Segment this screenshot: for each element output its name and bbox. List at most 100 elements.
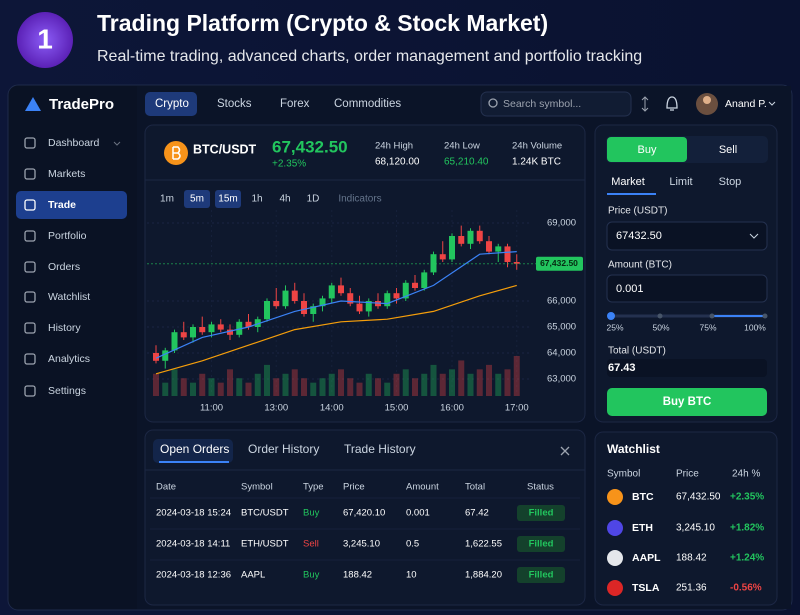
brand-logo xyxy=(25,97,41,111)
volume-bar xyxy=(171,369,178,396)
candle-body xyxy=(384,293,391,307)
search-box[interactable] xyxy=(480,91,632,117)
volume-bar xyxy=(328,373,335,396)
candle-body xyxy=(273,301,280,307)
market-tab[interactable]: Stocks xyxy=(217,98,252,110)
stat-value: 65,210.40 xyxy=(444,157,489,168)
nav-item[interactable]: Dashboard xyxy=(48,137,100,149)
stat-value: 68,120.00 xyxy=(375,157,420,168)
column-header: Total xyxy=(465,482,485,493)
slider-stop xyxy=(709,313,715,319)
timeframe[interactable]: 1D xyxy=(307,194,320,205)
watch-price: 3,245.10 xyxy=(676,523,715,534)
order-cell: 2024-03-18 12:36 xyxy=(156,570,231,581)
bell-icon[interactable] xyxy=(666,96,678,111)
amount-input[interactable] xyxy=(606,274,768,303)
nav-item[interactable]: Markets xyxy=(48,168,85,180)
watch-symbol[interactable]: BTC xyxy=(632,491,654,503)
order-cell: Filled xyxy=(529,570,554,581)
stat-label: 24h Low xyxy=(444,141,480,152)
price-input[interactable] xyxy=(606,221,768,251)
order-type[interactable]: Market xyxy=(611,176,645,188)
market-tab[interactable]: Forex xyxy=(280,98,310,110)
volume-bar xyxy=(301,378,307,396)
timeframe[interactable]: 1m xyxy=(160,194,174,205)
side-sell[interactable]: Sell xyxy=(719,144,737,156)
price-value: 67432.50 xyxy=(616,230,662,242)
slider-step[interactable]: 25% xyxy=(606,322,623,332)
side-buy[interactable]: Buy xyxy=(638,144,657,156)
x-tick-label: 11:00 xyxy=(200,403,223,414)
candle-body xyxy=(171,332,178,351)
column-header: Symbol xyxy=(241,482,273,493)
user-caret[interactable] xyxy=(768,101,776,106)
nav-item[interactable]: Orders xyxy=(48,261,80,273)
market-tab[interactable]: Crypto xyxy=(155,98,189,110)
nav-caret xyxy=(113,141,121,146)
watch-symbol[interactable]: TSLA xyxy=(632,582,660,594)
candle-body xyxy=(162,350,169,361)
volume-bar xyxy=(513,356,520,396)
buy-button[interactable] xyxy=(607,388,767,416)
slider-step[interactable]: 100% xyxy=(744,322,766,332)
nav-item[interactable]: Trade xyxy=(48,199,76,211)
order-cell: AAPL xyxy=(241,570,265,581)
slider-step[interactable]: 50% xyxy=(652,322,669,332)
moving-average xyxy=(155,251,517,359)
watchlist-title: Watchlist xyxy=(607,442,660,456)
candle-body xyxy=(504,246,511,262)
order-type[interactable]: Limit xyxy=(669,176,692,188)
search-placeholder: Search symbol... xyxy=(503,98,581,110)
step-badge xyxy=(17,12,73,68)
order-type[interactable]: Stop xyxy=(719,176,742,188)
orders-tab[interactable]: Open Orders xyxy=(160,442,229,456)
volume-bar xyxy=(356,382,363,396)
volume-bar xyxy=(254,373,261,396)
column-header: 24h % xyxy=(732,469,760,480)
volume-bar xyxy=(190,382,196,396)
timeframe[interactable]: 1h xyxy=(251,194,262,205)
moving-average xyxy=(155,284,517,375)
timeframe[interactable]: 4h xyxy=(279,194,290,205)
candle-body xyxy=(486,241,492,252)
nav-item[interactable]: Analytics xyxy=(48,353,90,365)
timeframe[interactable]: 5m xyxy=(190,194,204,205)
column-header: Type xyxy=(303,482,324,493)
nav-item[interactable]: History xyxy=(48,322,81,334)
market-tab[interactable]: Commodities xyxy=(334,98,401,110)
candle-body xyxy=(412,282,418,288)
nav-item[interactable]: Watchlist xyxy=(48,291,90,303)
candle-body xyxy=(513,262,520,264)
orders-tab[interactable]: Trade History xyxy=(344,442,416,456)
close-icon[interactable] xyxy=(560,446,570,456)
timeframe[interactable]: 15m xyxy=(218,194,237,205)
nav-item[interactable]: Settings xyxy=(48,385,86,397)
candle-body xyxy=(347,293,354,304)
candle-body xyxy=(254,319,261,327)
timeframe[interactable]: Indicators xyxy=(338,194,381,205)
buy-toggle-active[interactable] xyxy=(607,137,687,162)
price-chevron[interactable] xyxy=(749,233,759,239)
buy-button-label[interactable]: Buy BTC xyxy=(663,396,712,408)
candle-body xyxy=(365,301,372,312)
watch-symbol[interactable]: AAPL xyxy=(632,552,661,564)
watch-symbol[interactable]: ETH xyxy=(632,522,653,534)
slider-step[interactable]: 75% xyxy=(699,322,716,332)
volume-bar xyxy=(162,382,169,396)
volume-bar xyxy=(199,373,206,396)
candle-body xyxy=(402,282,409,299)
orders-tab[interactable]: Order History xyxy=(248,442,319,456)
market-tab-active-bg xyxy=(145,92,197,116)
watchlist-panel xyxy=(594,431,778,606)
slider-handle[interactable] xyxy=(607,312,615,320)
volume-bar xyxy=(264,364,270,396)
sort-icon[interactable] xyxy=(641,96,649,112)
volume-bar xyxy=(421,373,428,396)
candle-body xyxy=(236,321,243,335)
stat-value: 1.24K BTC xyxy=(512,157,561,168)
step-number: 1 xyxy=(37,23,53,54)
nav-item[interactable]: Portfolio xyxy=(48,230,87,242)
asset-icon xyxy=(607,520,623,536)
x-tick-label: 13:00 xyxy=(264,403,288,414)
stat-label: 24h High xyxy=(375,141,413,152)
